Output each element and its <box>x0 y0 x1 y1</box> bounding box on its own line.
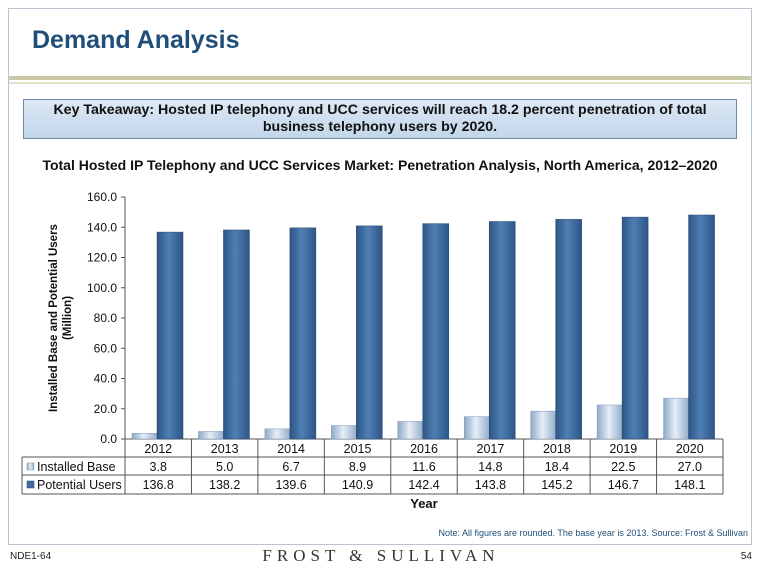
bar-potential-users <box>289 227 317 440</box>
data-label-installed-base: 27.0 <box>678 460 702 474</box>
title-divider <box>9 76 751 80</box>
bar-potential-users <box>422 223 450 440</box>
chart-title: Total Hosted IP Telephony and UCC Servic… <box>42 157 718 173</box>
x-tick-label: 2013 <box>211 442 239 456</box>
data-label-potential-users: 145.2 <box>541 478 572 492</box>
data-label-installed-base: 18.4 <box>545 460 569 474</box>
bar-potential-users <box>356 225 383 440</box>
source-note: Note: All figures are rounded. The base … <box>438 528 748 538</box>
legend-swatch-potential-users <box>26 480 35 489</box>
data-label-installed-base: 22.5 <box>611 460 635 474</box>
bar-installed-base <box>530 410 557 440</box>
data-label-installed-base: 8.9 <box>349 460 366 474</box>
y-tick-label: 60.0 <box>94 341 118 355</box>
x-tick-label: 2017 <box>477 442 505 456</box>
data-label-installed-base: 3.8 <box>150 460 167 474</box>
y-tick-label: 40.0 <box>94 372 118 386</box>
bar-potential-users <box>156 231 184 440</box>
y-tick-label: 20.0 <box>94 402 118 416</box>
bar-potential-users <box>688 214 715 440</box>
bar-installed-base <box>131 433 159 440</box>
data-label-potential-users: 138.2 <box>209 478 240 492</box>
page-title: Demand Analysis <box>32 26 240 54</box>
data-label-potential-users: 140.9 <box>342 478 373 492</box>
x-tick-label: 2014 <box>277 442 305 456</box>
data-label-potential-users: 142.4 <box>408 478 439 492</box>
data-label-potential-users: 139.6 <box>275 478 306 492</box>
x-axis-title: Year <box>410 496 437 511</box>
y-tick-label: 100.0 <box>87 281 117 295</box>
bar-installed-base <box>397 421 425 440</box>
x-tick-label: 2019 <box>609 442 637 456</box>
y-tick-label: 80.0 <box>94 311 118 325</box>
bar-potential-users <box>488 221 516 440</box>
data-label-installed-base: 11.6 <box>412 460 435 474</box>
slide-code: NDE1-64 <box>10 551 52 562</box>
y-tick-label: 120.0 <box>87 251 117 265</box>
bar-potential-users <box>621 216 649 440</box>
title-divider-secondary <box>9 82 751 84</box>
y-tick-label: 140.0 <box>87 220 117 234</box>
bar-installed-base <box>663 397 690 440</box>
data-label-potential-users: 136.8 <box>143 478 174 492</box>
page-number: 54 <box>740 551 752 562</box>
bar-potential-users <box>555 219 582 440</box>
x-tick-label: 2012 <box>144 442 172 456</box>
legend-label-potential-users: Potential Users <box>37 478 122 492</box>
data-label-installed-base: 5.0 <box>216 460 233 474</box>
bar-installed-base <box>198 431 225 440</box>
y-tick-label: 160.0 <box>87 190 117 204</box>
bar-potential-users <box>223 229 250 440</box>
legend-label-installed-base: Installed Base <box>37 460 116 474</box>
x-tick-label: 2016 <box>410 442 438 456</box>
x-tick-label: 2015 <box>344 442 372 456</box>
data-label-potential-users: 143.8 <box>475 478 506 492</box>
key-takeaway-box: Key Takeaway: Hosted IP telephony and UC… <box>23 99 737 139</box>
data-label-potential-users: 148.1 <box>674 478 705 492</box>
x-tick-label: 2020 <box>676 442 704 456</box>
data-label-installed-base: 14.8 <box>478 460 502 474</box>
data-label-potential-users: 146.7 <box>608 478 639 492</box>
bar-installed-base <box>331 425 358 440</box>
bar-installed-base <box>596 404 624 440</box>
company-logo-text: FROST & SULLIVAN <box>262 546 500 565</box>
bar-installed-base <box>463 416 491 440</box>
x-tick-label: 2018 <box>543 442 571 456</box>
y-axis-title: Installed Base and Potential Users (Milli… <box>48 224 74 412</box>
y-tick-label: 0.0 <box>100 432 117 446</box>
data-label-installed-base: 6.7 <box>282 460 299 474</box>
legend-swatch-installed-base <box>26 462 35 471</box>
bar-installed-base <box>264 428 292 440</box>
